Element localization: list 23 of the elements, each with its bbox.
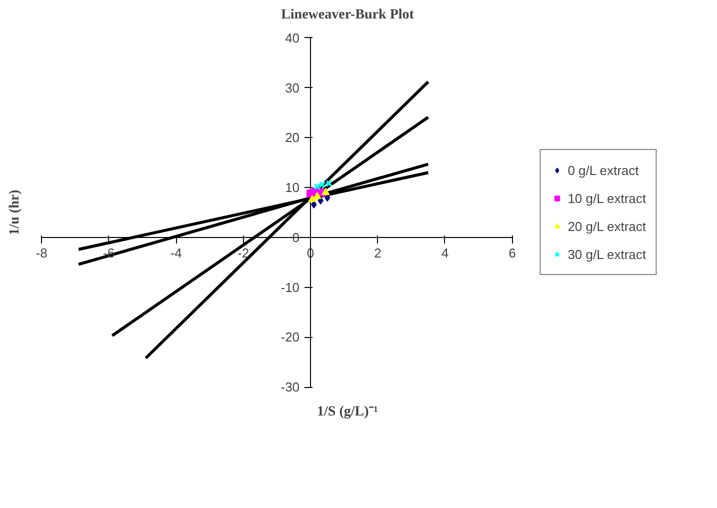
x-tick-label: 4 [441,245,449,260]
y-tick-label: -30 [280,380,300,395]
x-tick-label: -8 [36,245,48,260]
y-axis-title: 1/u (hr) [8,189,22,236]
y-tick-label: -10 [280,280,300,295]
y-tick-label: 10 [285,180,300,196]
point [322,188,330,196]
x-tick-label: 2 [374,245,382,260]
point [308,194,316,202]
legend-label: 30 g/L extract [568,246,646,262]
x-tick-label: -4 [170,245,182,260]
point [313,192,322,200]
y-tick-label: -20 [280,330,300,345]
legend-label: 0 g/L extract [568,162,639,178]
y-tick-label: 30 [285,80,300,96]
y-tick-label: 40 [285,30,300,46]
y-tick-label: 20 [285,130,300,146]
x-tick-label: 6 [508,245,516,260]
chart-title: Lineweaver-Burk Plot [281,8,414,22]
legend-label: 10 g/L extract [568,190,646,206]
x-axis-title: 1/S (g/L)⁻¹ [317,404,378,420]
x-tick-label: -2 [238,245,250,260]
legend-label: 20 g/L extract [568,218,646,234]
